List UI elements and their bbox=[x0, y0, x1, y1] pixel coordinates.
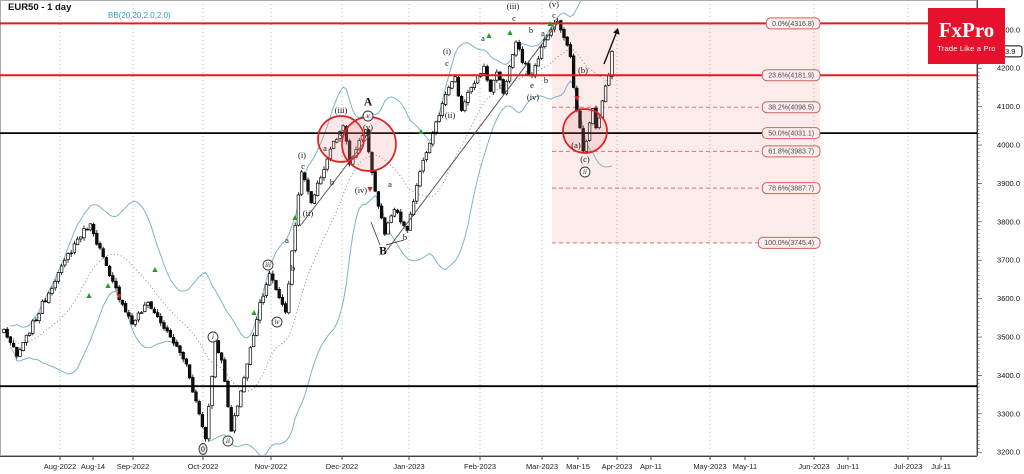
svg-text:c: c bbox=[445, 58, 449, 68]
svg-text:c: c bbox=[339, 128, 343, 138]
fib-level-label bbox=[757, 236, 821, 249]
price-axis-label: 3500.0 bbox=[997, 333, 1020, 342]
svg-text:61.8%(3983.7): 61.8%(3983.7) bbox=[768, 149, 814, 156]
svg-text:iii: iii bbox=[265, 261, 271, 269]
time-axis-label: Apr-11 bbox=[640, 462, 662, 471]
time-axis-label: Jun-11 bbox=[837, 462, 859, 471]
time-axis-label: Dec-2022 bbox=[326, 462, 359, 471]
fib-level-label bbox=[761, 145, 821, 158]
svg-text:b: b bbox=[291, 263, 295, 273]
price-axis-label: 3300.0 bbox=[997, 409, 1020, 418]
price-axis-label: 4300.0 bbox=[997, 25, 1020, 34]
fxpro-brand-text: FxPro bbox=[938, 17, 995, 42]
price-axis-label: 4200.0 bbox=[997, 64, 1020, 73]
svg-text:a: a bbox=[388, 179, 392, 189]
svg-text:a: a bbox=[323, 143, 327, 153]
svg-text:i: i bbox=[212, 333, 214, 341]
svg-text:(ii): (ii) bbox=[303, 208, 314, 218]
price-axis-label: 3900.0 bbox=[997, 179, 1020, 188]
svg-text:78.6%(3887.7): 78.6%(3887.7) bbox=[768, 186, 814, 193]
svg-text:(ii): (ii) bbox=[445, 110, 456, 120]
svg-text:ii: ii bbox=[226, 437, 230, 445]
price-axis-label: 4000.0 bbox=[997, 141, 1020, 150]
svg-text:b: b bbox=[330, 177, 334, 187]
time-axis-label: May-11 bbox=[733, 462, 757, 471]
fib-level-label bbox=[761, 182, 821, 195]
time-axis-label: Mar-2023 bbox=[526, 462, 558, 471]
svg-text:(iii): (iii) bbox=[507, 1, 520, 11]
time-axis-label: Jan-2023 bbox=[393, 462, 424, 471]
price-axis-label: 3400.0 bbox=[997, 371, 1020, 380]
svg-text:c: c bbox=[512, 13, 516, 23]
time-axis-label: Feb-2023 bbox=[464, 462, 496, 471]
svg-text:(i): (i) bbox=[443, 46, 451, 56]
svg-text:iv: iv bbox=[274, 318, 280, 326]
svg-text:(i): (i) bbox=[298, 150, 306, 160]
svg-text:(a): (a) bbox=[571, 140, 581, 150]
time-axis-label: Aug-2022 bbox=[44, 462, 77, 471]
wave-labels: (iii) (v)cab(i)c(ii)b acabe(iv)Av(v)(iii)c… bbox=[198, 0, 591, 455]
svg-text:(c): (c) bbox=[580, 154, 590, 164]
fxpro-logo: FxPro Trade Like a Pro bbox=[928, 8, 1005, 64]
time-axis-label: Jul-11 bbox=[931, 462, 951, 471]
price-axis-label: 3600.0 bbox=[997, 294, 1020, 303]
price-axis-label: 3700.0 bbox=[997, 256, 1020, 265]
svg-text:A: A bbox=[364, 97, 373, 109]
svg-text:(v): (v) bbox=[549, 0, 559, 9]
svg-text:c: c bbox=[301, 161, 305, 171]
svg-text:23.6%(4181.9): 23.6%(4181.9) bbox=[768, 73, 814, 80]
svg-text:a: a bbox=[285, 235, 289, 245]
svg-text:b: b bbox=[403, 232, 407, 242]
svg-text:(iv): (iv) bbox=[527, 92, 539, 102]
trendlines bbox=[299, 19, 620, 255]
svg-text:b: b bbox=[544, 75, 548, 85]
fibonacci-labels: 0.0%(4316.8) 23.6%(4181.9) 38.2%(4098.5) 50… bbox=[757, 17, 821, 249]
fxpro-tagline: Trade Like a Pro bbox=[937, 43, 996, 53]
time-axis-label: Sep-2022 bbox=[117, 462, 150, 471]
time-axis: Aug-2022 Aug-14 Sep-2022 Oct-2022 Nov-2022 De… bbox=[0, 456, 1024, 474]
svg-text:0: 0 bbox=[201, 446, 205, 453]
svg-text:a: a bbox=[481, 33, 485, 43]
svg-text:B: B bbox=[379, 246, 387, 258]
time-axis-label: Aug-14 bbox=[81, 462, 105, 471]
svg-text:(iii): (iii) bbox=[335, 105, 348, 115]
time-axis-label: Mar-15 bbox=[566, 462, 590, 471]
time-axis-label: Jul-2023 bbox=[894, 462, 923, 471]
svg-text:50.0%(4031.1): 50.0%(4031.1) bbox=[768, 130, 814, 137]
time-axis-label: Nov-2022 bbox=[255, 462, 288, 471]
svg-text:(b): (b) bbox=[578, 65, 588, 75]
svg-text:(v): (v) bbox=[363, 122, 373, 132]
candlestick-series bbox=[2, 18, 614, 442]
fib-level-label bbox=[761, 101, 821, 114]
svg-text:a: a bbox=[525, 67, 529, 77]
svg-text:38.2%(4098.5): 38.2%(4098.5) bbox=[768, 105, 814, 112]
highlight-circles bbox=[317, 108, 608, 172]
fib-level-label bbox=[761, 69, 821, 82]
time-axis-label: May-2023 bbox=[693, 462, 726, 471]
svg-text:c: c bbox=[552, 10, 556, 20]
price-axis: 4300.0 4200.0 4100.0 4000.0 3900.0 3800.0 3700… bbox=[977, 0, 1024, 474]
svg-text:b: b bbox=[499, 81, 503, 91]
trade-markers bbox=[86, 21, 580, 315]
fib-level-label bbox=[765, 17, 821, 30]
time-axis-label: Oct-2022 bbox=[188, 462, 219, 471]
time-axis-label: Apr-2023 bbox=[602, 462, 633, 471]
price-axis-label: 4100.0 bbox=[997, 102, 1020, 111]
svg-text:(iv): (iv) bbox=[355, 185, 367, 195]
svg-text:a: a bbox=[541, 28, 545, 38]
price-axis-label: 3200.0 bbox=[997, 448, 1020, 457]
svg-text:ii: ii bbox=[583, 168, 587, 176]
svg-text:100.0%(3745.4): 100.0%(3745.4) bbox=[764, 240, 814, 247]
price-axis-label: 3800.0 bbox=[997, 217, 1020, 226]
svg-text:0.0%(4316.8): 0.0%(4316.8) bbox=[772, 21, 814, 28]
svg-text:v: v bbox=[366, 112, 370, 120]
fib-level-label bbox=[761, 127, 821, 140]
svg-text:e: e bbox=[530, 80, 534, 90]
time-axis-label: Jun-2023 bbox=[798, 462, 829, 471]
svg-text:b: b bbox=[529, 25, 533, 35]
